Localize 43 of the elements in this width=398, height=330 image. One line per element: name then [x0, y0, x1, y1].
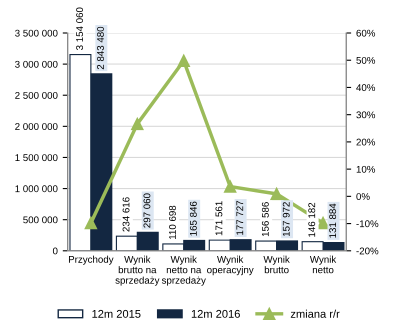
- y-tick-label: 2 000 000: [15, 123, 58, 130]
- point: [224, 180, 236, 193]
- y2-tick-label: -20%: [356, 248, 378, 254]
- y-tick-label: 1 500 000: [15, 154, 58, 162]
- y-tick-label: 1 000 000: [15, 185, 58, 192]
- point: [270, 188, 283, 200]
- data-label: 131 884: [329, 204, 336, 238]
- y2-tick-label: 50%: [356, 56, 376, 64]
- point: [131, 118, 144, 130]
- legend-label: 12m 2016: [192, 310, 240, 318]
- data-label: 2 843 480: [97, 26, 104, 70]
- y-tick-label: 2 500 000: [15, 92, 58, 99]
- legend-label: 12m 2015: [92, 310, 141, 318]
- data-label: 146 182: [308, 202, 316, 237]
- y-tick-label: 3 500 000: [15, 30, 58, 37]
- data-label: 156 586: [262, 202, 269, 236]
- x-tick-label: Wynik brutto: [263, 256, 290, 274]
- y2-tick-label: 40%: [356, 84, 376, 92]
- x-tick-label: Wynik operacyjny: [207, 256, 254, 276]
- y2-tick-label: 0%: [356, 193, 370, 200]
- data-label: 157 972: [282, 202, 290, 236]
- data-label: 177 727: [236, 200, 244, 235]
- data-label: 165 846: [190, 202, 197, 236]
- y2-tick-label: 60%: [356, 30, 376, 37]
- y2-tick-label: 20%: [356, 138, 376, 146]
- y2-tick-label: -10%: [356, 220, 378, 228]
- x-tick-label: Wynik netto: [310, 256, 336, 274]
- point: [177, 54, 190, 68]
- data-label: 297 060: [143, 193, 150, 228]
- y-tick-label: 3 000 000: [15, 60, 58, 68]
- data-label: 171 561: [215, 201, 222, 236]
- data-label: 3 154 060: [76, 7, 84, 50]
- data-label: 234 616: [122, 197, 130, 232]
- x-tick-label: Przychody: [68, 256, 114, 265]
- data-label: 110 698: [169, 206, 176, 240]
- point: [84, 216, 98, 230]
- y-tick-label: 0: [52, 248, 58, 254]
- x-tick-label: Wynik brutto na sprzedaży: [115, 256, 160, 286]
- y2-tick-label: 10%: [356, 166, 376, 173]
- legend-label: zmiana r/r: [290, 310, 340, 318]
- y2-tick-label: 30%: [356, 111, 376, 118]
- x-tick-label: Wynik netto na sprzedaży: [162, 256, 206, 286]
- y-tick-label: 500 000: [23, 216, 58, 224]
